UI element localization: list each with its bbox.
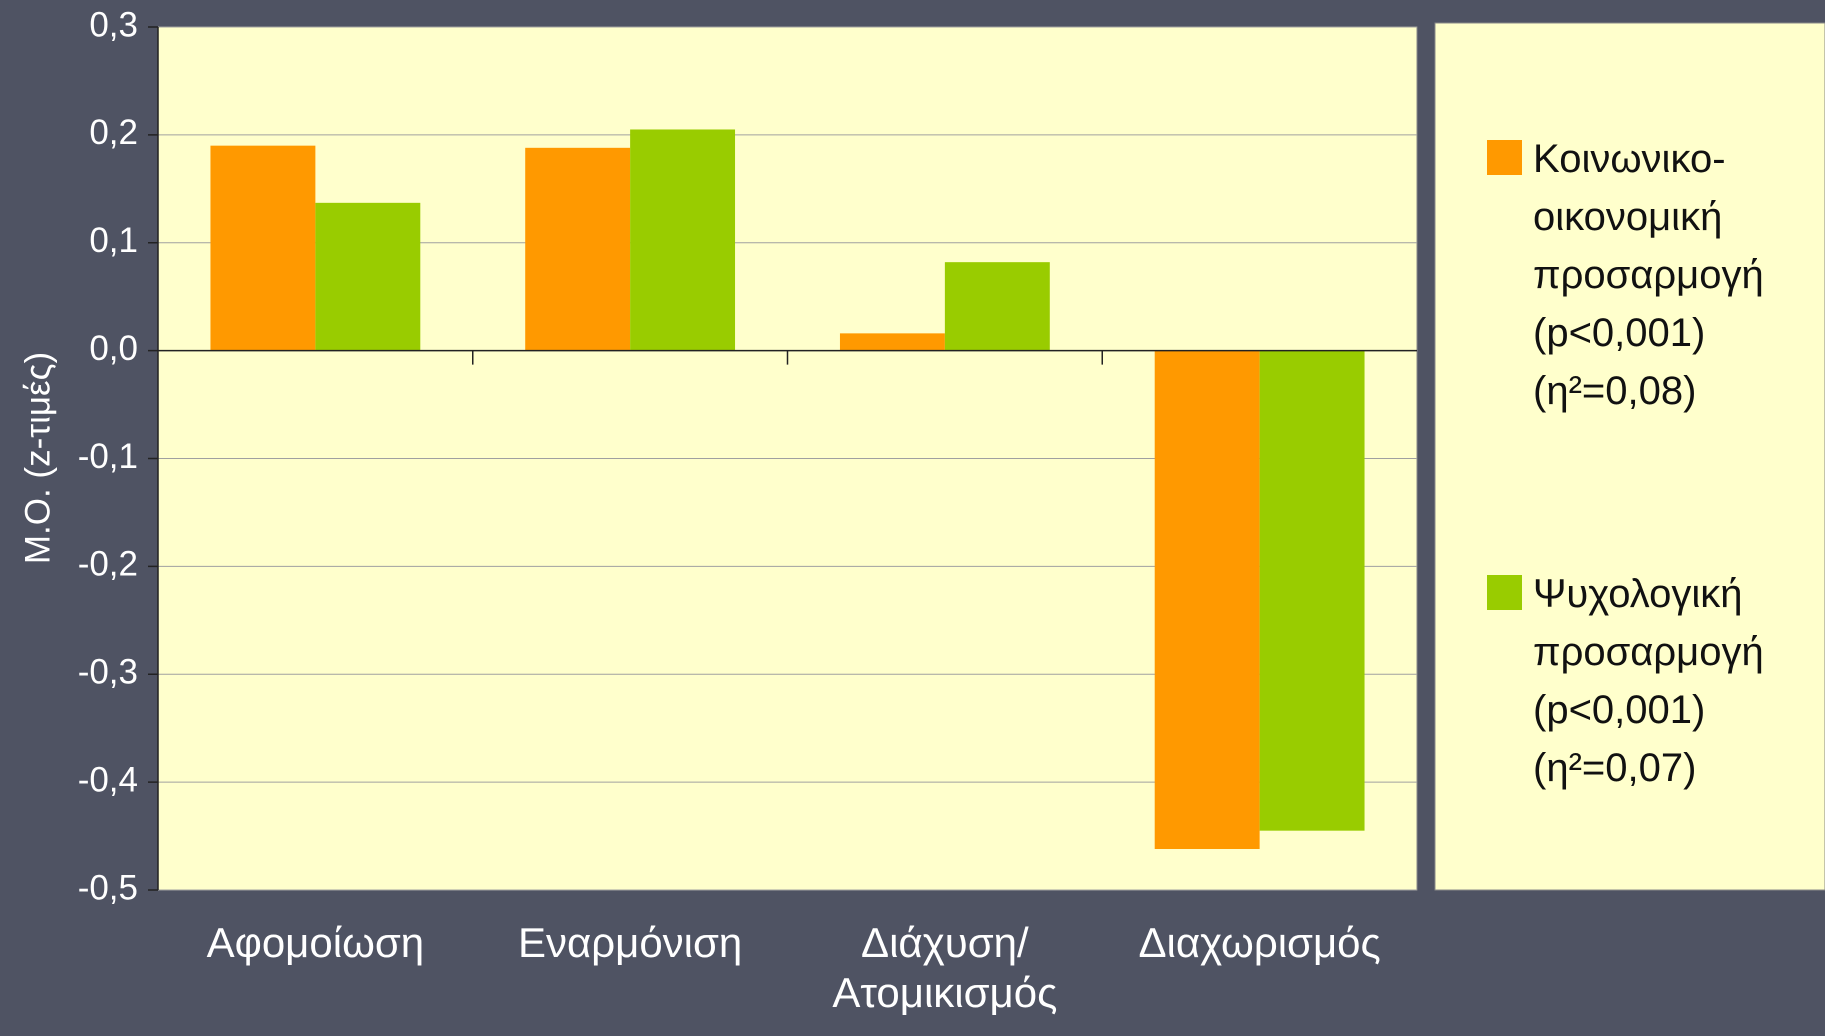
bar [210,145,316,351]
y-tick-label: 0,1 [89,221,138,260]
y-tick-label: -0,2 [78,545,138,584]
x-tick-label: Εναρμόνιση [517,919,743,966]
bar [525,147,631,351]
y-tick-label: 0,3 [89,5,138,44]
y-tick-label: -0,3 [78,653,138,692]
y-tick-label: -0,4 [78,760,138,799]
y-tick-label: -0,5 [78,868,138,907]
bar [944,262,1050,351]
legend-label: Ψυχολογική προσαρμογή (p<0,001) (η²=0,07… [1533,572,1764,790]
bar [1259,350,1365,831]
x-tick-label: Διάχυση/ Ατομικισμός [832,919,1058,1016]
y-tick-label: 0,2 [89,113,138,152]
y-axis-label: Μ.Ο. (z-τιμές) [18,352,57,564]
legend-swatch [1487,140,1522,175]
legend-swatch [1487,575,1522,610]
x-tick-label: Διαχωρισμός [1138,919,1381,966]
x-tick-label: Αφομοίωση [206,919,425,966]
y-tick-label: -0,1 [78,437,138,476]
bar [315,202,421,351]
bar [630,129,736,351]
bar [1154,350,1260,850]
bar [839,333,945,351]
y-tick-label: 0,0 [89,329,138,368]
legend-label: Κοινωνικο-οικονομική προσαρμογή (p<0,001… [1533,137,1764,413]
